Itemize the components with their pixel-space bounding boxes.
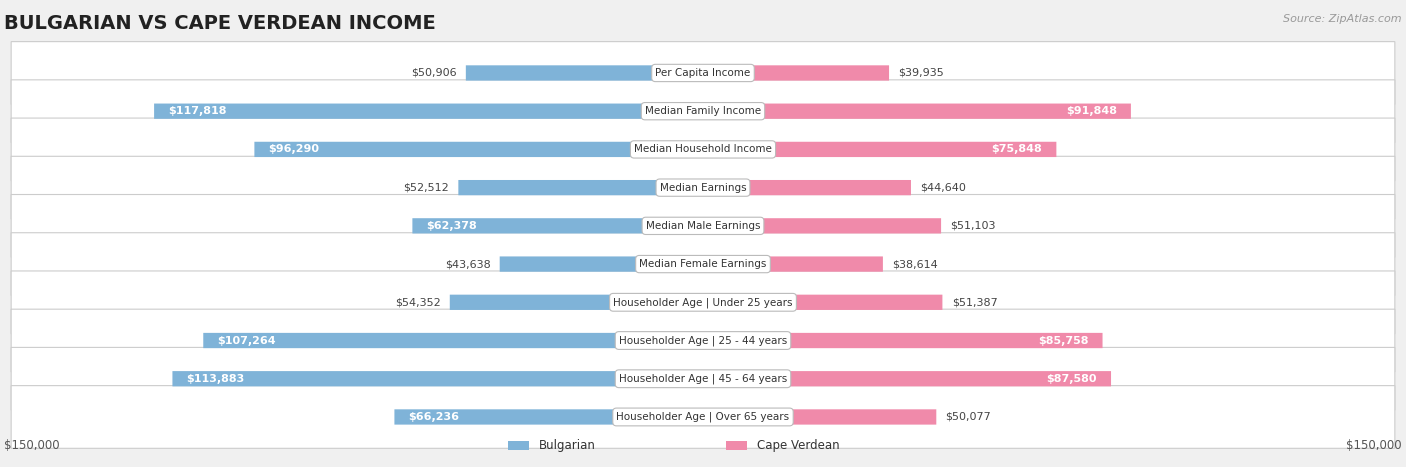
Text: Median Female Earnings: Median Female Earnings: [640, 259, 766, 269]
Text: $107,264: $107,264: [218, 335, 276, 346]
FancyBboxPatch shape: [155, 104, 703, 119]
Text: $50,077: $50,077: [946, 412, 991, 422]
Text: $91,848: $91,848: [1066, 106, 1116, 116]
FancyBboxPatch shape: [11, 156, 1395, 219]
FancyBboxPatch shape: [703, 180, 911, 195]
Text: $113,883: $113,883: [187, 374, 245, 384]
Text: Per Capita Income: Per Capita Income: [655, 68, 751, 78]
Text: $117,818: $117,818: [169, 106, 226, 116]
FancyBboxPatch shape: [703, 65, 889, 81]
FancyBboxPatch shape: [11, 80, 1395, 142]
FancyBboxPatch shape: [509, 441, 530, 450]
FancyBboxPatch shape: [458, 180, 703, 195]
Text: Bulgarian: Bulgarian: [538, 439, 596, 452]
Text: $52,512: $52,512: [404, 183, 449, 192]
Text: Householder Age | 45 - 64 years: Householder Age | 45 - 64 years: [619, 374, 787, 384]
Text: Householder Age | Over 65 years: Householder Age | Over 65 years: [616, 412, 790, 422]
Text: Cape Verdean: Cape Verdean: [756, 439, 839, 452]
Text: $96,290: $96,290: [269, 144, 319, 155]
Text: $75,848: $75,848: [991, 144, 1042, 155]
Text: $87,580: $87,580: [1046, 374, 1097, 384]
Text: Median Earnings: Median Earnings: [659, 183, 747, 192]
FancyBboxPatch shape: [703, 256, 883, 272]
Text: BULGARIAN VS CAPE VERDEAN INCOME: BULGARIAN VS CAPE VERDEAN INCOME: [4, 14, 436, 33]
FancyBboxPatch shape: [395, 409, 703, 425]
Text: Median Family Income: Median Family Income: [645, 106, 761, 116]
Text: $44,640: $44,640: [921, 183, 966, 192]
FancyBboxPatch shape: [703, 371, 1111, 386]
Text: Householder Age | Under 25 years: Householder Age | Under 25 years: [613, 297, 793, 308]
FancyBboxPatch shape: [254, 142, 703, 157]
Text: $43,638: $43,638: [444, 259, 491, 269]
FancyBboxPatch shape: [703, 333, 1102, 348]
Text: $62,378: $62,378: [426, 221, 477, 231]
Text: $51,103: $51,103: [950, 221, 995, 231]
FancyBboxPatch shape: [11, 233, 1395, 296]
Text: $51,387: $51,387: [952, 297, 997, 307]
FancyBboxPatch shape: [11, 195, 1395, 257]
FancyBboxPatch shape: [11, 386, 1395, 448]
Text: Householder Age | 25 - 44 years: Householder Age | 25 - 44 years: [619, 335, 787, 346]
FancyBboxPatch shape: [703, 142, 1056, 157]
FancyBboxPatch shape: [727, 441, 747, 450]
FancyBboxPatch shape: [703, 409, 936, 425]
FancyBboxPatch shape: [703, 295, 942, 310]
FancyBboxPatch shape: [11, 271, 1395, 333]
FancyBboxPatch shape: [703, 104, 1130, 119]
Text: $150,000: $150,000: [1346, 439, 1402, 452]
FancyBboxPatch shape: [412, 218, 703, 234]
Text: Median Male Earnings: Median Male Earnings: [645, 221, 761, 231]
FancyBboxPatch shape: [11, 309, 1395, 372]
FancyBboxPatch shape: [703, 218, 941, 234]
FancyBboxPatch shape: [11, 42, 1395, 104]
FancyBboxPatch shape: [204, 333, 703, 348]
Text: $66,236: $66,236: [408, 412, 460, 422]
FancyBboxPatch shape: [450, 295, 703, 310]
FancyBboxPatch shape: [173, 371, 703, 386]
Text: $54,352: $54,352: [395, 297, 440, 307]
FancyBboxPatch shape: [465, 65, 703, 81]
FancyBboxPatch shape: [11, 347, 1395, 410]
Text: $85,758: $85,758: [1038, 335, 1088, 346]
Text: $150,000: $150,000: [4, 439, 60, 452]
Text: Median Household Income: Median Household Income: [634, 144, 772, 155]
FancyBboxPatch shape: [499, 256, 703, 272]
FancyBboxPatch shape: [11, 118, 1395, 181]
Text: $39,935: $39,935: [898, 68, 943, 78]
Text: Source: ZipAtlas.com: Source: ZipAtlas.com: [1284, 14, 1402, 24]
Text: $50,906: $50,906: [411, 68, 457, 78]
Text: $38,614: $38,614: [893, 259, 938, 269]
